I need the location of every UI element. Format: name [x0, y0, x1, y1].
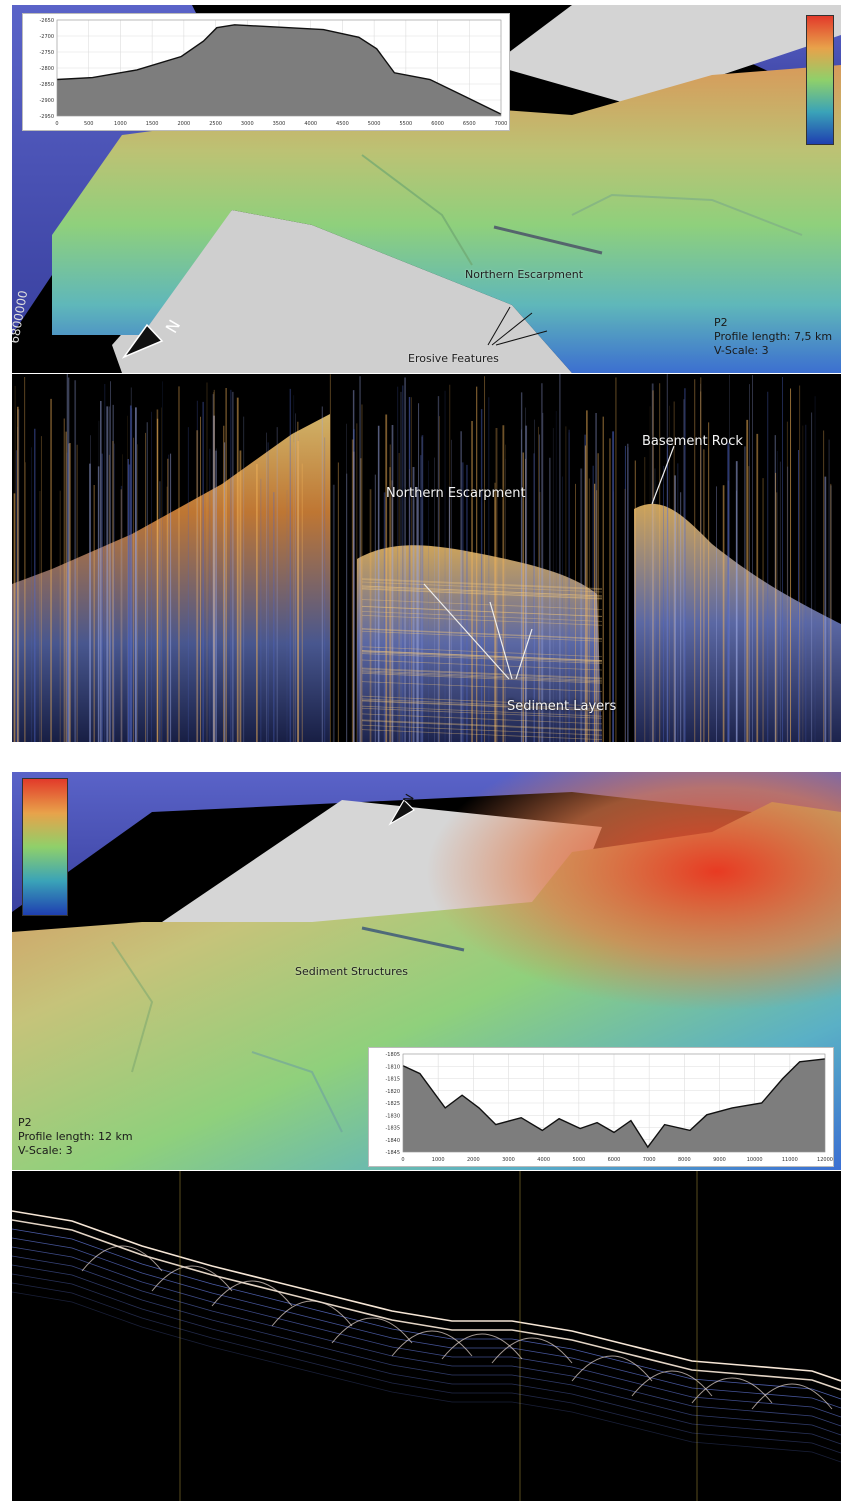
inset-b-y-tick: -1805: [385, 1052, 400, 1058]
inset-b-x-tick: 1000: [432, 1157, 445, 1163]
label-erosive-features: Erosive Features: [408, 352, 499, 365]
inset-a-x-tick: 4000: [304, 121, 317, 127]
inset-b-y-tick: -1830: [385, 1113, 400, 1119]
inset-a-x-tick: 7000: [495, 121, 508, 127]
inset-b-x-tick: 11000: [782, 1157, 798, 1163]
inset-b-y-tick: -1825: [385, 1101, 400, 1107]
north-arrow-icon: [121, 323, 164, 359]
inset-a-x-tick: 3500: [273, 121, 286, 127]
inset-a-x-tick: 2500: [209, 121, 222, 127]
inset-b-x-tick: 7000: [643, 1157, 656, 1163]
inset-b-y-tick: -1845: [385, 1150, 400, 1156]
inset-a-x-tick: 5500: [399, 121, 412, 127]
label-northern-escarpment-map: Northern Escarpment: [465, 268, 584, 281]
inset-a-y-tick: -2700: [39, 34, 54, 40]
profile-vscale: V-Scale: 3: [714, 344, 769, 357]
inset-a-y-tick: -2800: [39, 66, 54, 72]
profile-name: P2: [18, 1116, 32, 1129]
label-sediment-layers: Sediment Layers: [507, 699, 617, 714]
inset-a-x-tick: 6500: [463, 121, 476, 127]
inset-a-x-tick: 5000: [368, 121, 381, 127]
inset-b-y-tick: -1835: [385, 1126, 400, 1132]
colorbar-b: [22, 778, 68, 916]
inset-a-y-tick: -2950: [39, 114, 54, 120]
inset-b-profile-line: [402, 1058, 826, 1149]
panel-a-seismic-profile: Basement Rock Northern Escarpment Sedime…: [12, 374, 841, 742]
north-arrow-icon: [388, 799, 415, 826]
inset-a-x-tick: 2000: [177, 121, 190, 127]
inset-b-x-tick: 5000: [572, 1157, 585, 1163]
inset-a-y-tick: -2900: [39, 98, 54, 104]
panel-b-bathymetry-view: N Sediment Structures -1805 -1810 -1815 -18…: [12, 772, 841, 1170]
inset-b-y-tick: -1810: [385, 1064, 400, 1070]
inset-a-x-tick: 1000: [114, 121, 127, 127]
label-sediment-structures: Sediment Structures: [295, 965, 408, 978]
profile-info-a: P2 Profile length: 7,5 km V-Scale: 3: [714, 316, 832, 358]
panel-a-bathymetry-view: N 6800000 -2650 -2700 -2750 -2800 -2850 -2900…: [12, 5, 841, 373]
inset-b-x-tick: 10000: [747, 1157, 763, 1163]
inset-b-x-tick: 9000: [713, 1157, 726, 1163]
inset-a-y-tick: -2850: [39, 82, 54, 88]
seismic-image-b: [12, 1171, 841, 1501]
inset-a-x-tick: 4500: [336, 121, 349, 127]
inset-a-x-tick: 3000: [241, 121, 254, 127]
label-northern-escarpment-seismic: Northern Escarpment: [386, 486, 526, 501]
inset-b-y-tick: -1815: [385, 1077, 400, 1083]
inset-b-y-tick: -1820: [385, 1089, 400, 1095]
profile-name: P2: [714, 316, 728, 329]
inset-b-x-tick: 6000: [608, 1157, 621, 1163]
inset-b-x-tick: 8000: [678, 1157, 691, 1163]
colorbar-a: [806, 15, 834, 145]
profile-vscale: V-Scale: 3: [18, 1144, 73, 1157]
panel-b-seismic-profile: [12, 1171, 841, 1501]
inset-b-x-tick: 0: [401, 1157, 404, 1163]
profile-length: Profile length: 12 km: [18, 1130, 133, 1143]
profile-length: Profile length: 7,5 km: [714, 330, 833, 343]
inset-b-x-tick: 2000: [467, 1157, 480, 1163]
inset-a-x-tick: 6000: [431, 121, 444, 127]
inset-b-y-tick: -1840: [385, 1138, 400, 1144]
inset-a-x-tick: 1500: [146, 121, 159, 127]
inset-a-profile-line: [56, 24, 502, 115]
label-basement-rock: Basement Rock: [642, 434, 743, 449]
profile-info-b: P2 Profile length: 12 km V-Scale: 3: [18, 1116, 133, 1158]
inset-b-x-tick: 12000: [817, 1157, 833, 1163]
inset-b-x-tick: 4000: [537, 1157, 550, 1163]
inset-a-profile-area: [57, 24, 501, 116]
profile-inset-b: -1805 -1810 -1815 -1820 -1825 -1830 -1835 -1840…: [368, 1047, 834, 1167]
inset-a-x-tick: 0: [55, 121, 58, 127]
inset-a-y-tick: -2650: [39, 18, 54, 24]
seismic-image-a: [12, 374, 841, 742]
inset-a-y-tick: -2750: [39, 50, 54, 56]
inset-b-profile-area: [403, 1058, 825, 1152]
profile-inset-a: -2650 -2700 -2750 -2800 -2850 -2900 -2950 0 500 1…: [22, 13, 510, 131]
inset-a-x-tick: 500: [84, 121, 94, 127]
inset-b-x-tick: 3000: [502, 1157, 515, 1163]
